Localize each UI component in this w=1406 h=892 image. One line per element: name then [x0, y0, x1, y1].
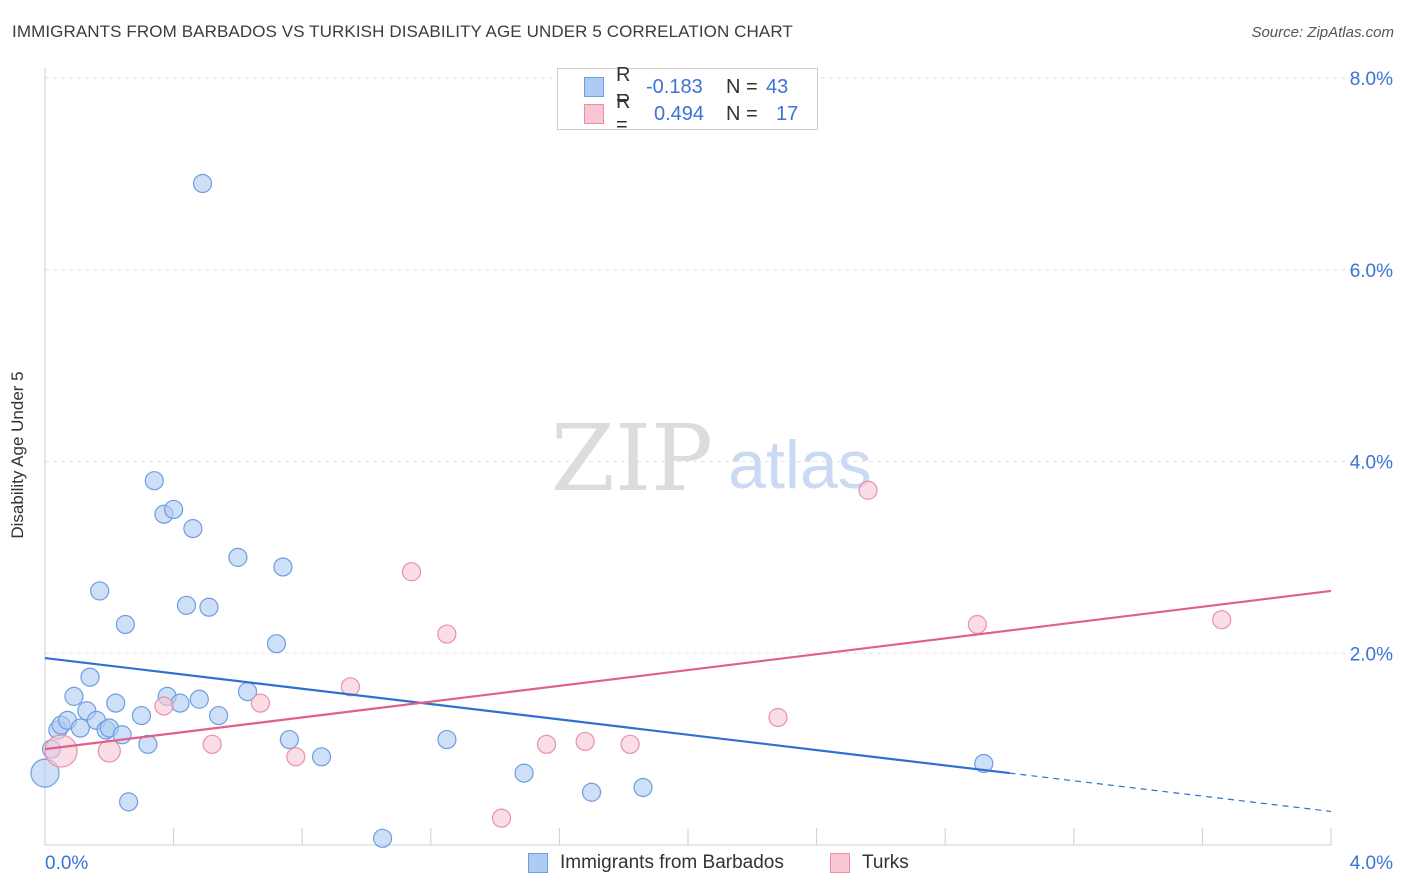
- y-tick-label: 8.0%: [1350, 69, 1393, 90]
- turks-point: [575, 731, 595, 752]
- turks-legend-swatch: [830, 853, 850, 873]
- turks-point: [1212, 610, 1232, 630]
- barbados-point: [164, 499, 184, 520]
- barbados-point: [372, 828, 393, 848]
- r-label: R =: [616, 91, 631, 136]
- turks-point: [437, 624, 457, 644]
- turks-point: [491, 808, 512, 828]
- y-tick-label: 2.0%: [1350, 644, 1393, 665]
- turks-point: [768, 707, 788, 728]
- barbados-point: [183, 519, 203, 539]
- turks-trend-line: [44, 589, 1332, 751]
- barbados-point: [209, 705, 229, 726]
- barbados-point: [199, 597, 219, 617]
- barbados-point: [64, 686, 84, 706]
- barbados-point: [106, 693, 126, 713]
- turks-point: [536, 734, 557, 754]
- barbados-point: [189, 689, 209, 709]
- barbados-point: [70, 718, 90, 738]
- legend-item-barbados[interactable]: Immigrants from Barbados: [528, 852, 784, 874]
- y-axis-label: Disability Age Under 5: [8, 371, 27, 539]
- barbados-trend-line: [44, 656, 1010, 775]
- barbados-point: [437, 729, 457, 750]
- barbados-point: [176, 595, 197, 615]
- turks-point: [858, 480, 878, 500]
- barbados-point: [138, 734, 158, 754]
- turks-point: [401, 562, 422, 582]
- turks-point: [202, 734, 222, 754]
- barbados-point: [30, 758, 60, 788]
- barbados-legend-swatch: [528, 853, 548, 873]
- chart-title: IMMIGRANTS FROM BARBADOS VS TURKISH DISA…: [12, 22, 793, 41]
- turks-point: [340, 677, 361, 697]
- barbados-trend-extension: [1009, 772, 1332, 813]
- barbados-point: [266, 634, 287, 654]
- barbados-point: [514, 763, 534, 783]
- barbados-point: [144, 471, 164, 491]
- y-tick-label: 4.0%: [1350, 453, 1393, 474]
- series-legend: Immigrants from Barbados Turks: [0, 852, 1406, 878]
- r-label: R =: [616, 64, 631, 109]
- barbados-point: [90, 581, 110, 601]
- stats-legend-row-turks: R = 0.494 N = 17: [584, 91, 799, 136]
- barbados-point: [311, 747, 332, 767]
- r-value: 0.494: [654, 102, 705, 125]
- n-value: 43: [766, 75, 789, 98]
- legend-item-turks[interactable]: Turks: [830, 852, 909, 874]
- stats-legend: R = -0.183 N = 43 R = 0.494 N = 17: [557, 64, 818, 136]
- barbados-point: [192, 173, 213, 194]
- turks-point: [44, 734, 78, 768]
- turks-point: [967, 614, 987, 635]
- turks-point: [97, 739, 121, 763]
- legend-label-barbados: Immigrants from Barbados: [560, 852, 784, 873]
- n-label: N =: [726, 102, 758, 125]
- barbados-point: [279, 729, 299, 750]
- barbados-point: [118, 792, 139, 812]
- chart-source: Source: ZipAtlas.com: [1251, 24, 1394, 41]
- barbados-point: [170, 693, 190, 713]
- barbados-point: [80, 667, 100, 687]
- barbados-point: [633, 777, 653, 798]
- barbados-swatch: [584, 77, 604, 97]
- barbados-point: [131, 705, 152, 726]
- barbados-point: [974, 753, 994, 774]
- y-tick-label: 6.0%: [1350, 261, 1393, 282]
- turks-point: [154, 696, 174, 716]
- barbados-point: [228, 547, 248, 567]
- r-value: -0.183: [646, 75, 703, 98]
- legend-label-turks: Turks: [862, 852, 909, 873]
- x-tick-label: 0.0%: [45, 853, 88, 874]
- turks-point: [286, 747, 306, 767]
- watermark-atlas: atlas: [728, 427, 872, 503]
- n-value: 17: [776, 102, 799, 125]
- turks-point: [250, 693, 271, 713]
- barbados-point: [581, 782, 602, 802]
- n-label: N =: [726, 75, 758, 98]
- barbados-point: [273, 557, 293, 577]
- barbados-point: [115, 614, 135, 635]
- turks-point: [620, 734, 640, 754]
- turks-swatch: [584, 104, 604, 124]
- x-tick-label: 4.0%: [1350, 853, 1393, 874]
- stats-legend-row-barbados: R = -0.183 N = 43: [584, 64, 789, 109]
- watermark-zip: ZIP: [551, 405, 713, 512]
